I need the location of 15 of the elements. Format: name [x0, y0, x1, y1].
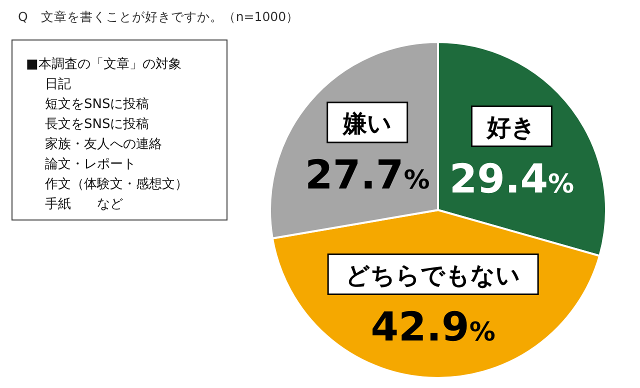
slice-label: どちらでもない [346, 261, 521, 290]
text: 家族・友人への連絡 [45, 136, 162, 152]
data-label: 42.9% [370, 304, 496, 350]
text: Q 文章を書くことが好きですか。（n=1000） [18, 9, 300, 24]
text: 日記 [45, 77, 71, 92]
slice-label: 嫌い [342, 109, 392, 138]
slice-label: 好き [486, 113, 536, 142]
text: 論文・レポート [45, 157, 136, 172]
text: ■本調査の「文章」の対象 [26, 56, 182, 72]
text: 作文（体験文・感想文） [44, 177, 188, 192]
text: 長文をSNSに投稿 [45, 117, 150, 132]
text: 手紙 など [45, 197, 123, 212]
text: 短文をSNSに投稿 [45, 97, 150, 112]
data-label: 29.4% [449, 156, 574, 202]
data-label: 27.7% [304, 152, 430, 198]
